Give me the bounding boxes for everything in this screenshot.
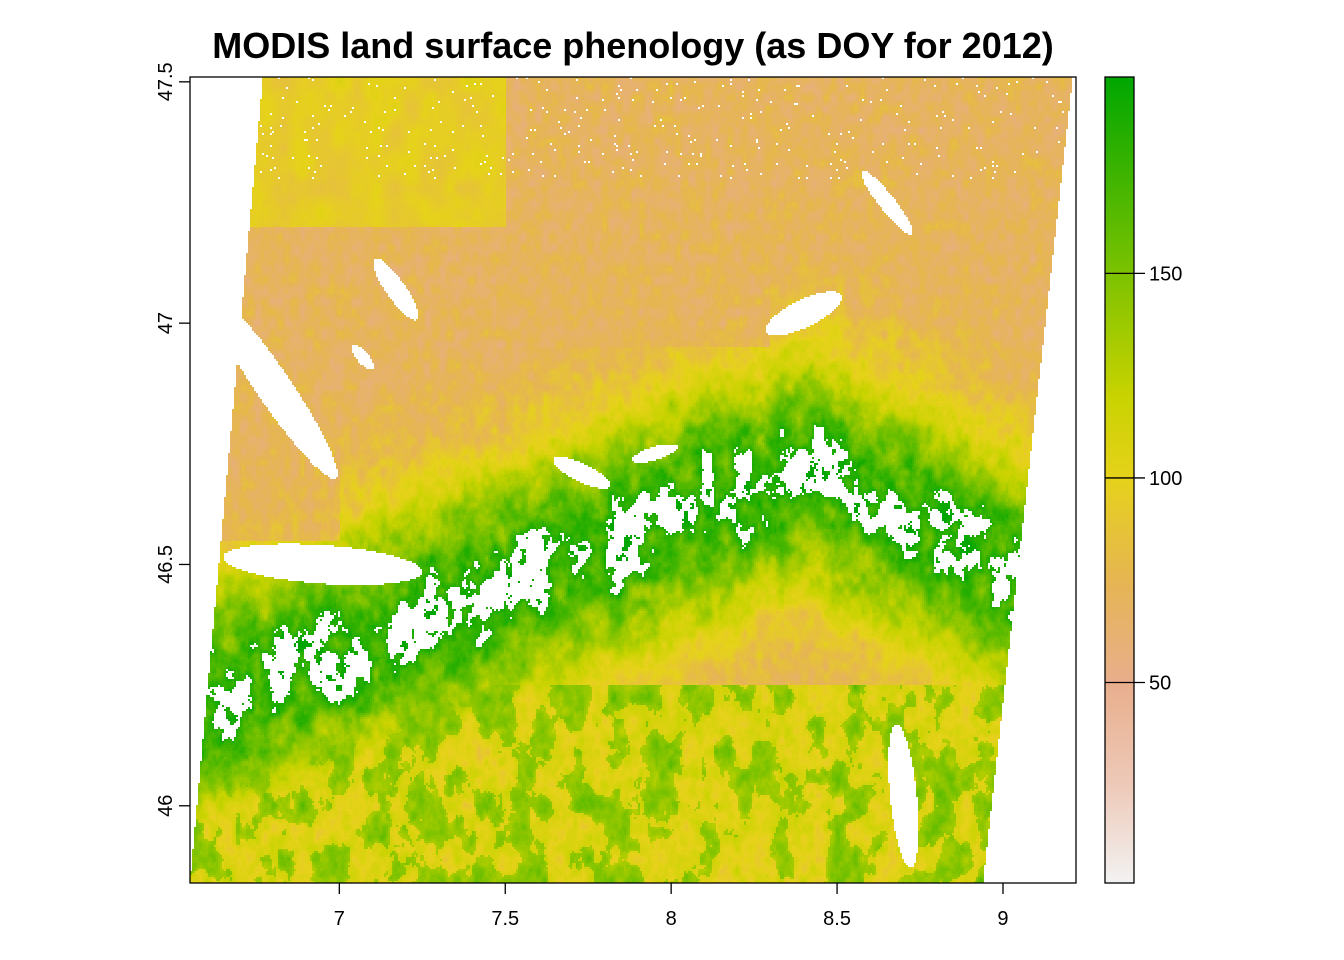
y-tick-label: 47 <box>155 312 177 334</box>
plot-frame <box>189 76 1077 884</box>
phenology-raster <box>190 77 1076 883</box>
colorbar-ticks: 50 100 150 <box>1105 263 1182 695</box>
y-tick-label: 46 <box>155 795 177 817</box>
x-axis: 7 7.5 8 8.5 9 <box>334 883 1009 930</box>
y-axis: 46 46.5 47 47.5 <box>155 62 190 817</box>
colorbar-tick-label: 100 <box>1149 468 1182 490</box>
colorbar-tick-label: 150 <box>1149 263 1182 285</box>
x-tick-label: 9 <box>997 908 1008 930</box>
colorbar-tick-label: 50 <box>1149 673 1171 695</box>
colorbar <box>1104 76 1135 884</box>
y-tick-label: 46.5 <box>155 545 177 584</box>
chart-title: MODIS land surface phenology (as DOY for… <box>212 25 1054 66</box>
y-tick-label: 47.5 <box>155 62 177 101</box>
x-tick-label: 8.5 <box>823 908 851 930</box>
x-tick-label: 7.5 <box>491 908 519 930</box>
x-tick-label: 8 <box>666 908 677 930</box>
x-tick-label: 7 <box>334 908 345 930</box>
